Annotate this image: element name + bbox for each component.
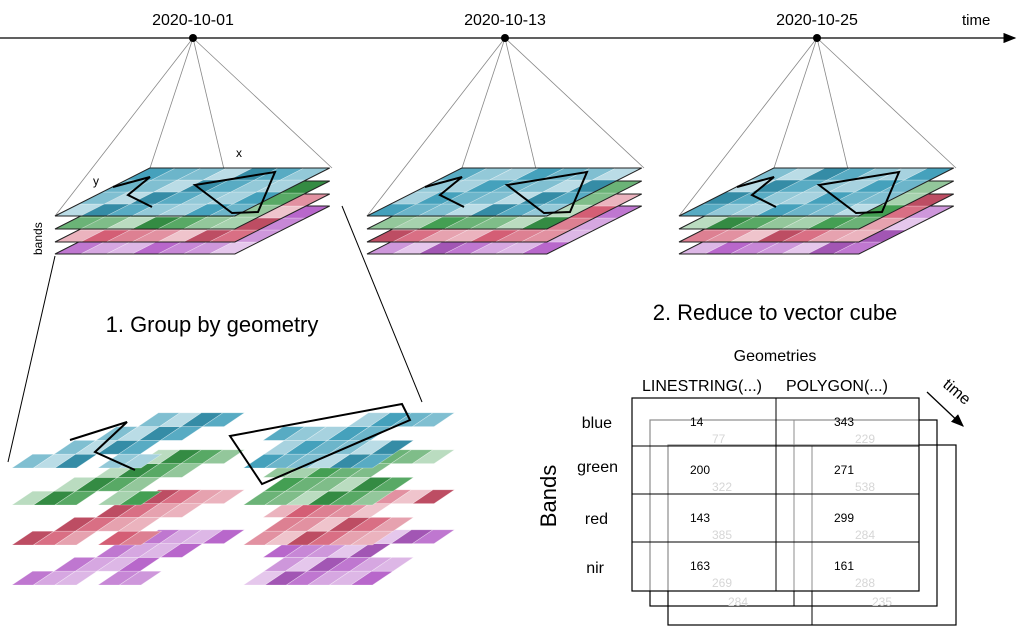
raster-cell (118, 490, 163, 506)
grouped-linestring-geometry (69, 421, 136, 471)
back-value: 284 (728, 595, 748, 609)
zoom-line-right (341, 205, 423, 403)
step-1-title: 1. Group by geometry (106, 312, 319, 337)
projection-line (149, 37, 194, 169)
middle-cell-value: 385 (712, 528, 732, 542)
timeline-point (501, 34, 509, 42)
raster-cell (118, 570, 163, 586)
middle-cell-value: 538 (855, 480, 875, 494)
front-cell-value: 343 (834, 415, 854, 429)
raster-cell (201, 489, 246, 504)
front-cell-value: 14 (690, 415, 704, 429)
raster-cube (678, 34, 957, 255)
bands-axis-label: bands (31, 222, 45, 255)
row-label-red: red (585, 511, 608, 528)
date-label-3: 2020-10-25 (776, 12, 858, 29)
polygon-geometry (504, 170, 589, 215)
raster-cell (201, 449, 246, 464)
raster-cell (370, 477, 415, 492)
projection-line (678, 37, 818, 217)
zoom-line-left (7, 255, 56, 463)
raster-cell (201, 529, 246, 544)
date-label-1: 2020-10-01 (152, 12, 234, 29)
layer-outline (366, 167, 642, 217)
blue-band-layer (366, 167, 642, 217)
linestring-geometry (424, 176, 465, 208)
raster-cube (366, 34, 645, 255)
middle-cell-value: 288 (855, 576, 875, 590)
blue-band-layer (54, 167, 330, 217)
linestring-geometry (112, 176, 153, 208)
polygon-geometry (816, 170, 901, 215)
raster-cell (411, 449, 456, 464)
back-layer-values: 284 235 (728, 595, 892, 609)
projection-line (504, 37, 645, 169)
grouped-red-layer-linestring (11, 489, 246, 546)
middle-cell-value: 77 (712, 432, 726, 446)
time-dimension-label: time (939, 376, 973, 409)
row-label-green: green (577, 459, 618, 476)
raster-cell (201, 412, 246, 427)
grouped-purple-layer-linestring (11, 529, 246, 586)
y-axis-label: y (93, 174, 99, 188)
raster-cell (411, 489, 456, 504)
geometries-label: Geometries (734, 348, 817, 365)
step-2-title: 2. Reduce to vector cube (653, 300, 898, 325)
grouped-layers (11, 402, 456, 586)
grouped-blue-layer-linestring (11, 412, 246, 469)
date-label-2: 2020-10-13 (464, 12, 546, 29)
bands-dimension-label: Bands (536, 465, 561, 527)
timeline-point (189, 34, 197, 42)
raster-cell (118, 530, 163, 546)
projection-line (192, 37, 333, 169)
front-cell-value: 163 (690, 559, 710, 573)
projection-line (773, 37, 818, 169)
time-dimension-arrow (926, 391, 964, 427)
row-label-blue: blue (582, 415, 612, 432)
projection-line (54, 37, 194, 217)
front-cell-value: 161 (834, 559, 854, 573)
timeline-point (813, 34, 821, 42)
layer-outline (678, 167, 954, 217)
back-value: 235 (872, 595, 892, 609)
projection-line (366, 37, 506, 217)
middle-cell-value: 229 (855, 432, 875, 446)
grouped-green-layer-linestring (11, 449, 246, 506)
blue-band-layer (678, 167, 954, 217)
raster-cell (370, 557, 415, 572)
row-label-nir: nir (586, 560, 604, 577)
middle-cell-value: 322 (712, 480, 732, 494)
column-header-polygon: POLYGON(...) (786, 378, 888, 395)
raster-cell (411, 529, 456, 544)
raster-cell (411, 412, 456, 427)
time-axis-label: time (962, 12, 990, 29)
raster-cubes (54, 34, 957, 255)
linestring-geometry (736, 176, 777, 208)
grouped-polygon-geometry (228, 402, 412, 486)
raster-cell (370, 440, 415, 455)
vector-cube-cells: 14 343 200 271 143 299 163 161 77 229 322 538 385 284… (690, 415, 875, 590)
front-cell-value: 271 (834, 463, 854, 477)
front-cell-value: 143 (690, 511, 710, 525)
column-header-linestring: LINESTRING(...) (642, 378, 762, 395)
polygon-geometry (192, 170, 277, 215)
layer-outline (54, 167, 330, 217)
raster-cube (54, 34, 333, 255)
middle-cell-value: 269 (712, 576, 732, 590)
raster-cell (370, 517, 415, 532)
projection-line (461, 37, 506, 169)
projection-line (816, 37, 957, 169)
vector-cube: 284 235 14 343 200 271 143 299 163 161 77 229 322 5… (631, 397, 957, 626)
middle-cell-value: 284 (855, 528, 875, 542)
front-cell-value: 200 (690, 463, 710, 477)
grouped-purple-layer-polygon (242, 529, 456, 586)
front-cell-value: 299 (834, 511, 854, 525)
x-axis-label: x (236, 146, 242, 160)
raster-cell (118, 453, 163, 469)
grouped-blue-layer-polygon (242, 412, 456, 469)
